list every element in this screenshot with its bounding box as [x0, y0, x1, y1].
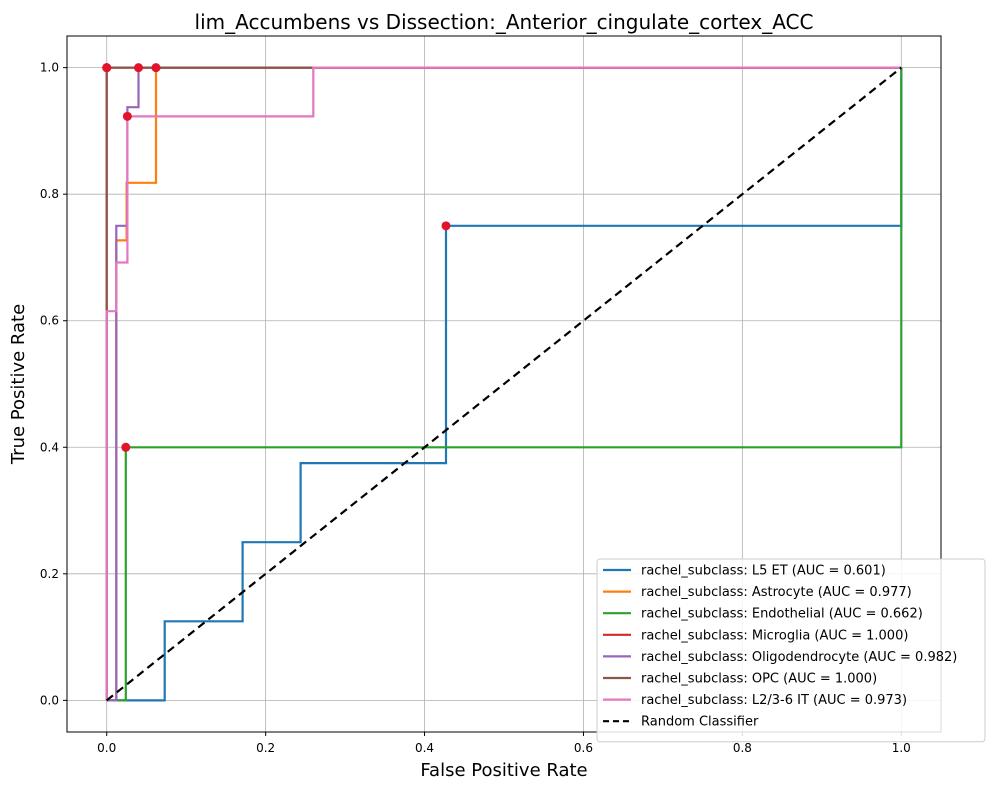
y-axis-ticks: 0.0 0.2 0.4 0.6 0.8 1.0 — [40, 61, 67, 707]
y-tick-label: 0.0 — [40, 693, 59, 707]
series-line-6 — [105, 66, 902, 701]
threshold-marker-5 — [102, 63, 112, 73]
legend-entry-4: rachel_subclass: Oligodendrocyte (AUC = … — [641, 650, 957, 665]
legend-entry-6: rachel_subclass: L2/3-6 IT (AUC = 0.973) — [641, 693, 907, 708]
x-tick-label: 0.8 — [733, 741, 752, 755]
y-tick-label: 0.6 — [40, 314, 59, 328]
legend-entry-0: rachel_subclass: L5 ET (AUC = 0.601) — [641, 564, 886, 579]
plot-frame — [66, 35, 942, 733]
x-axis-label: False Positive Rate — [420, 760, 587, 781]
threshold-marker-0 — [441, 221, 451, 231]
x-tick-label: 0.4 — [415, 741, 434, 755]
legend-entry-1: rachel_subclass: Astrocyte (AUC = 0.977) — [641, 585, 912, 600]
y-tick-label: 0.8 — [40, 187, 59, 201]
x-axis-ticks: 0.0 0.2 0.4 0.6 0.8 1.0 — [97, 732, 911, 755]
threshold-markers — [102, 63, 451, 452]
y-tick-label: 0.4 — [40, 440, 59, 454]
threshold-marker-6 — [122, 111, 132, 121]
y-axis-label: True Positive Rate — [8, 304, 29, 465]
x-tick-label: 1.0 — [892, 741, 911, 755]
legend-box — [596, 558, 986, 743]
threshold-marker-2 — [121, 442, 131, 452]
x-tick-label: 0.6 — [574, 741, 593, 755]
series-line-7 — [106, 66, 902, 702]
threshold-marker-4 — [134, 63, 144, 73]
threshold-marker-1 — [151, 63, 161, 73]
legend-entry-5: rachel_subclass: OPC (AUC = 1.000) — [641, 672, 877, 687]
series-line-0 — [106, 67, 903, 702]
legend: rachel_subclass: L5 ET (AUC = 0.601) rach… — [596, 558, 986, 743]
x-tick-label: 0.2 — [256, 741, 275, 755]
legend-entry-3: rachel_subclass: Microglia (AUC = 1.000) — [641, 628, 908, 643]
legend-entry-2: rachel_subclass: Endothelial (AUC = 0.66… — [641, 607, 923, 622]
chart-title: lim_Accumbens vs Dissection:_Anterior_ci… — [195, 10, 814, 34]
y-tick-label: 1.0 — [40, 61, 59, 75]
legend-entry-7: Random Classifier — [641, 715, 759, 730]
y-tick-label: 0.2 — [40, 567, 59, 581]
x-tick-label: 0.0 — [97, 741, 116, 755]
